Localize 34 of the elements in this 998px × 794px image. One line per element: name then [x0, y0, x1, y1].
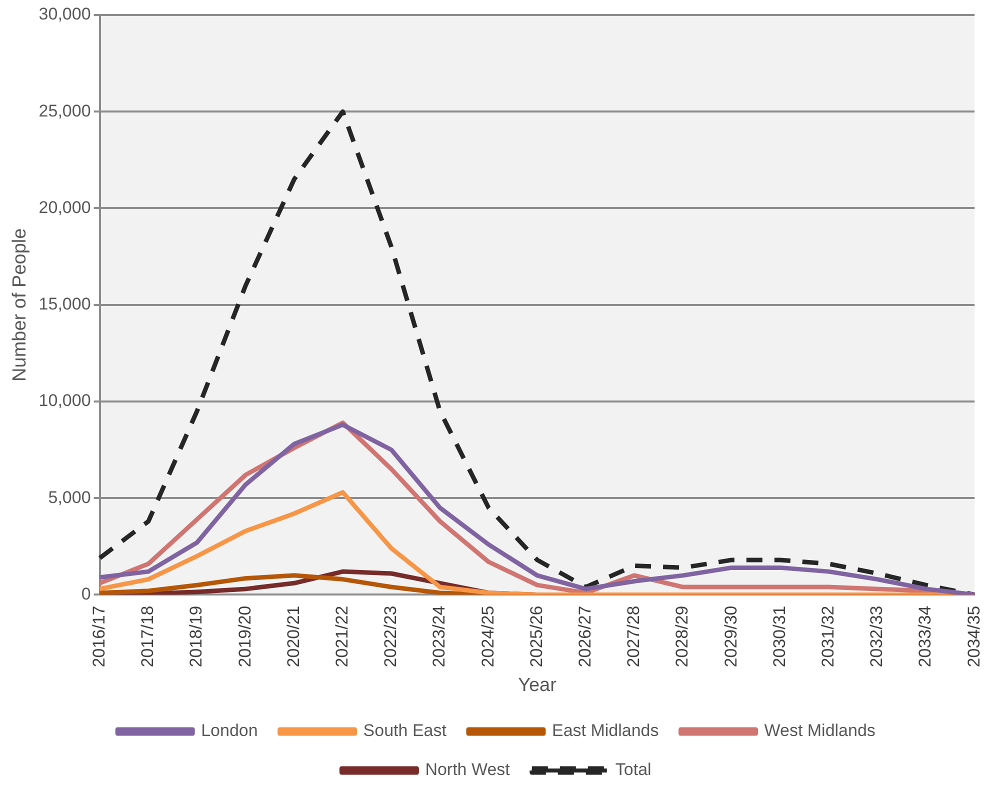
x-tick-label: 2033/34: [916, 606, 935, 668]
x-tick-label: 2022/23: [381, 606, 400, 668]
x-tick-label: 2026/27: [575, 606, 594, 668]
x-tick-label: 2029/30: [721, 606, 740, 668]
y-tick-label: 5,000: [48, 488, 91, 507]
x-tick-label: 2023/24: [430, 606, 449, 668]
y-axis-title: Number of People: [10, 228, 31, 382]
x-tick-label: 2018/19: [186, 606, 206, 668]
x-tick-label: 2031/32: [818, 606, 838, 668]
legend-label: Total: [615, 760, 652, 780]
x-tick-label: 2030/31: [770, 606, 789, 668]
y-tick-label: 0: [81, 584, 91, 604]
x-tick-label: 2034/35: [964, 606, 984, 668]
y-tick-label: 10,000: [38, 391, 91, 410]
legend-label: London: [201, 721, 258, 740]
y-tick-label: 20,000: [38, 198, 91, 217]
x-tick-label: 2025/26: [526, 606, 546, 668]
y-tick-label: 30,000: [38, 4, 91, 24]
x-tick-label: 2020/21: [284, 606, 303, 668]
x-tick-label: 2027/28: [624, 606, 644, 668]
y-tick-label: 15,000: [38, 294, 91, 314]
x-tick-label: 2016/17: [89, 606, 108, 668]
x-tick-label: 2032/33: [867, 606, 886, 668]
legend-label: South East: [363, 721, 447, 740]
x-tick-label: 2024/25: [478, 606, 498, 668]
legend-label: North West: [425, 760, 510, 780]
legend-label: East Midlands: [552, 721, 659, 740]
legend-label: West Midlands: [764, 721, 876, 740]
x-axis-title: Year: [518, 674, 558, 696]
x-tick-label: 2021/22: [332, 606, 352, 668]
y-tick-label: 25,000: [38, 101, 91, 120]
x-tick-label: 2028/29: [672, 606, 692, 668]
x-tick-label: 2017/18: [138, 606, 158, 668]
x-tick-label: 2019/20: [235, 606, 254, 668]
